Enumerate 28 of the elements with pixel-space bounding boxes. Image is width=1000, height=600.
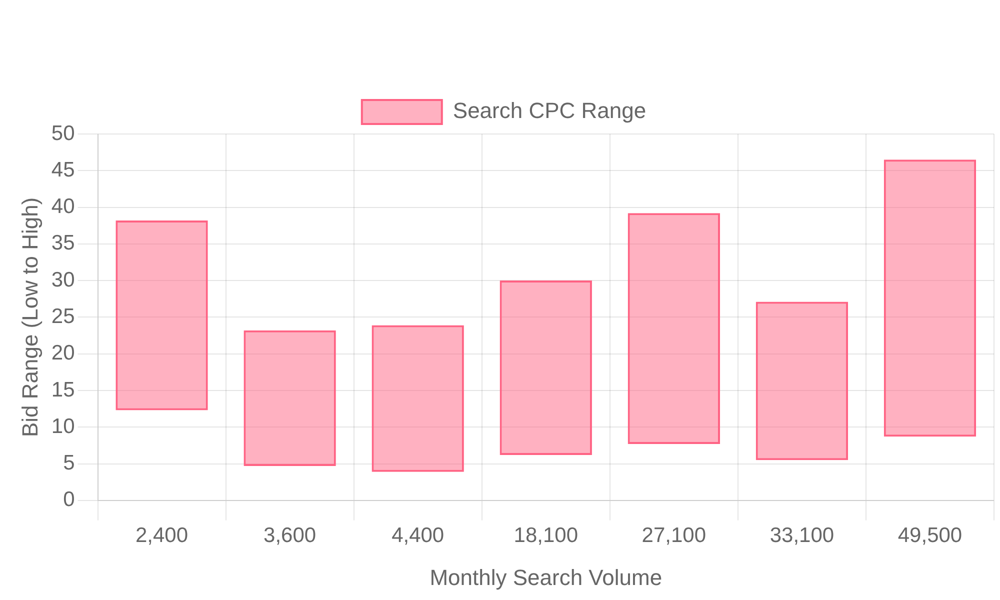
y-tick-label: 5 bbox=[63, 452, 75, 475]
bar bbox=[500, 280, 592, 455]
x-tick-label: 18,100 bbox=[514, 524, 578, 547]
legend-label: Search CPC Range bbox=[452, 98, 646, 124]
y-tick-label: 20 bbox=[51, 342, 75, 365]
y-tick-label: 15 bbox=[51, 378, 75, 402]
x-tick-label: 3,600 bbox=[264, 524, 316, 547]
y-tick-label: 35 bbox=[51, 232, 75, 255]
bar bbox=[116, 220, 208, 410]
bar bbox=[372, 325, 464, 472]
x-tick-label: 27,100 bbox=[642, 524, 706, 547]
x-tick-label: 2,400 bbox=[135, 524, 188, 547]
bar bbox=[756, 302, 848, 460]
bar bbox=[628, 213, 720, 444]
x-axis-title: Monthly Search Volume bbox=[430, 564, 662, 590]
bar bbox=[884, 160, 976, 437]
y-axis-title: Bid Range (Low to High) bbox=[17, 197, 42, 438]
y-tick-label: 0 bbox=[63, 488, 75, 512]
y-tick-label: 50 bbox=[51, 122, 75, 145]
x-tick-label: 49,500 bbox=[898, 524, 962, 547]
x-tick-label: 4,400 bbox=[392, 524, 444, 547]
y-tick-label: 40 bbox=[51, 195, 75, 218]
x-tick-label: 33,100 bbox=[770, 524, 834, 547]
y-tick-label: 25 bbox=[51, 304, 75, 328]
y-tick-label: 45 bbox=[51, 158, 75, 182]
bar bbox=[244, 330, 336, 466]
y-tick-label: 10 bbox=[51, 414, 75, 438]
y-tick-label: 30 bbox=[51, 268, 75, 292]
